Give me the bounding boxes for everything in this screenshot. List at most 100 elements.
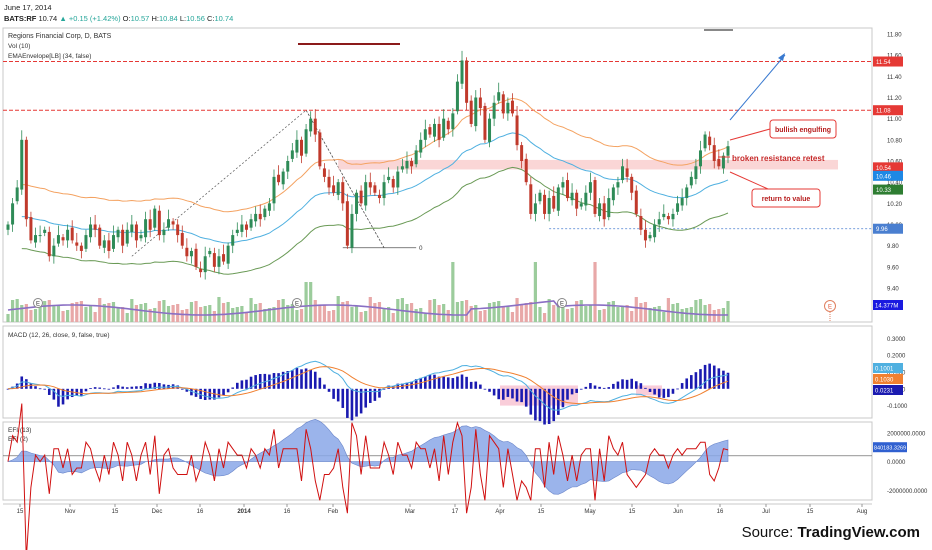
volume-bar (276, 300, 281, 322)
callout-return-to-value (751, 188, 821, 208)
candle-body (309, 118, 313, 132)
macd-bar (456, 376, 459, 389)
level-tag-text-11.54: 11.54 (876, 60, 891, 66)
macd-bar (272, 373, 276, 389)
volume-bar (38, 302, 42, 322)
candle-body (602, 203, 606, 220)
candle-body (515, 115, 519, 146)
volume-bar (575, 301, 579, 322)
volume-bar (79, 301, 83, 322)
price-tag-text-10.33: 10.33 (876, 188, 892, 194)
volume-bar (547, 299, 551, 322)
volume-bar (611, 301, 615, 322)
volume-bar (483, 310, 487, 322)
volume-tag (873, 300, 903, 310)
volume-bar (556, 304, 560, 322)
candle-body (510, 100, 514, 114)
macd-bar (341, 388, 345, 408)
candle-body (240, 224, 244, 232)
macd-bar (676, 388, 679, 390)
volume-bar (240, 306, 244, 322)
candle-body (579, 203, 583, 207)
macd-bar (364, 388, 368, 408)
macd-bar (570, 388, 574, 395)
envelope-upper-line (21, 97, 729, 213)
volume-bar (538, 307, 542, 322)
macd-bar (162, 384, 166, 389)
candle-body (538, 192, 542, 202)
candle-body (153, 208, 157, 228)
candle-body (625, 168, 629, 177)
macd-bar (446, 377, 450, 389)
macd-bar (336, 388, 340, 402)
price-change: +0.15 (+1.42%) (68, 14, 121, 23)
macd-bar (180, 388, 184, 390)
volume-bar (588, 305, 593, 322)
open-label: O: (122, 14, 131, 23)
volume-bar (414, 309, 418, 322)
candle-body (423, 129, 427, 140)
macd-bar (602, 387, 606, 389)
x-tick-label: 16 (284, 509, 291, 515)
volume-bar (354, 306, 359, 322)
volume-bar (43, 301, 47, 322)
macd-bar (465, 376, 468, 389)
macd-bar (382, 388, 386, 390)
volume-bar (492, 302, 496, 322)
volume-bar (121, 307, 125, 322)
level-tag-text-9.96: 9.96 (876, 227, 888, 233)
macd-bar (589, 383, 592, 389)
volume-bar (639, 303, 643, 322)
callout-bullish-engulfing-text: bullish engulfing (775, 127, 831, 134)
volume-bar (597, 310, 602, 322)
candle-body (313, 118, 317, 135)
volume-bar (148, 309, 152, 322)
candle-body (139, 235, 143, 239)
candle-body (721, 155, 725, 169)
volume-bar (529, 302, 533, 322)
candle-body (634, 190, 638, 214)
volume-bar (176, 304, 180, 322)
candle-body (235, 229, 239, 233)
volume-bar (139, 304, 143, 322)
macd-bar (249, 376, 253, 389)
x-tick-label: Jul (762, 509, 770, 515)
volume-bar (309, 282, 313, 322)
macd-bar (575, 388, 578, 393)
candle-body (272, 176, 276, 204)
candle-body (355, 192, 359, 214)
macd-bar (524, 388, 528, 407)
candle-body (34, 235, 38, 243)
macd-bar (268, 374, 271, 389)
price-tick-label: 10.80 (887, 138, 903, 144)
volume-bar (648, 308, 652, 322)
volume-bar (630, 311, 634, 322)
price-tick-label: 11.40 (887, 75, 902, 81)
candle-body (102, 240, 106, 248)
candle-body (304, 129, 308, 154)
volume-bar (217, 297, 221, 322)
efi-panel-frame (2, 421, 873, 501)
candle-body (43, 229, 47, 233)
macd-bar (84, 388, 88, 392)
macd-bar (433, 374, 436, 389)
macd-bar (318, 377, 322, 389)
candle-body (125, 229, 129, 244)
candle-body (488, 118, 492, 142)
macd-bar (703, 364, 707, 389)
candle-body (685, 187, 689, 199)
candle-body (639, 216, 643, 230)
candle-body (341, 182, 345, 204)
candle-body (148, 219, 152, 230)
macd-bar (368, 388, 372, 403)
macd-bar (235, 382, 239, 389)
macd-bar (451, 378, 455, 389)
candle-body (203, 256, 207, 273)
level-tag-11.54 (873, 56, 903, 67)
volume-bar (226, 302, 230, 322)
candle-body (676, 203, 680, 212)
volume-bar (680, 309, 684, 322)
macd-bar (291, 370, 294, 389)
candle-body (52, 245, 56, 257)
